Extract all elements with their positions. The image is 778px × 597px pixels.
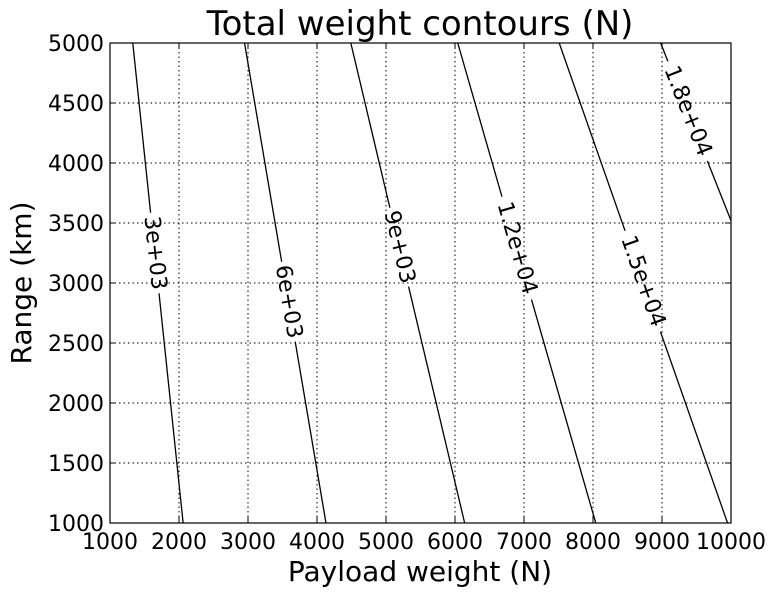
y-axis-label: Range (km): [5, 202, 38, 365]
x-tick-label: 8000: [565, 530, 621, 555]
y-tick-labels: 1000 1500 2000 2500 3000 3500 4000 4500 5000: [48, 32, 104, 537]
x-tick-label: 4000: [289, 530, 345, 555]
contour-line-segment: [558, 42, 626, 232]
contour-line-segment: [530, 299, 597, 524]
x-tick-label: 9000: [634, 530, 690, 555]
grid-lines: [109, 42, 732, 524]
contour-lines: [132, 42, 732, 524]
contour-line-segment: [350, 42, 391, 208]
x-tick-label: 3000: [220, 530, 276, 555]
contour-line-segment: [659, 331, 729, 524]
x-tick-label: 2000: [151, 530, 207, 555]
x-tick-label: 10000: [696, 530, 766, 555]
y-tick-label: 1500: [48, 452, 104, 477]
x-axis-label: Payload weight (N): [288, 555, 552, 588]
y-tick-label: 4500: [48, 92, 104, 117]
y-tick-label: 3000: [48, 272, 104, 297]
x-tick-labels: 1000 2000 3000 4000 5000 6000 7000 8000 9000 1000…: [82, 530, 766, 555]
y-tick-label: 5000: [48, 32, 104, 57]
y-tick-label: 2000: [48, 392, 104, 417]
y-tick-label: 4000: [48, 152, 104, 177]
y-tick-label: 3500: [48, 212, 104, 237]
chart-title: Total weight contours (N): [206, 4, 634, 44]
x-tick-label: 6000: [427, 530, 483, 555]
contour-line-segment: [243, 42, 283, 262]
x-tick-label: 5000: [358, 530, 414, 555]
contour-line-segment: [158, 293, 184, 524]
contour-line-segment: [706, 160, 732, 221]
axis-ticks: [109, 42, 732, 524]
contour-line-segment: [132, 42, 152, 213]
y-tick-label: 1000: [48, 512, 104, 537]
contour-line-segment: [294, 341, 327, 524]
x-tick-label: 7000: [496, 530, 552, 555]
contour-line-segment: [407, 286, 466, 524]
contour-line-segment: [457, 42, 503, 197]
x-tick-label: 1000: [82, 530, 138, 555]
y-tick-label: 2500: [48, 332, 104, 357]
